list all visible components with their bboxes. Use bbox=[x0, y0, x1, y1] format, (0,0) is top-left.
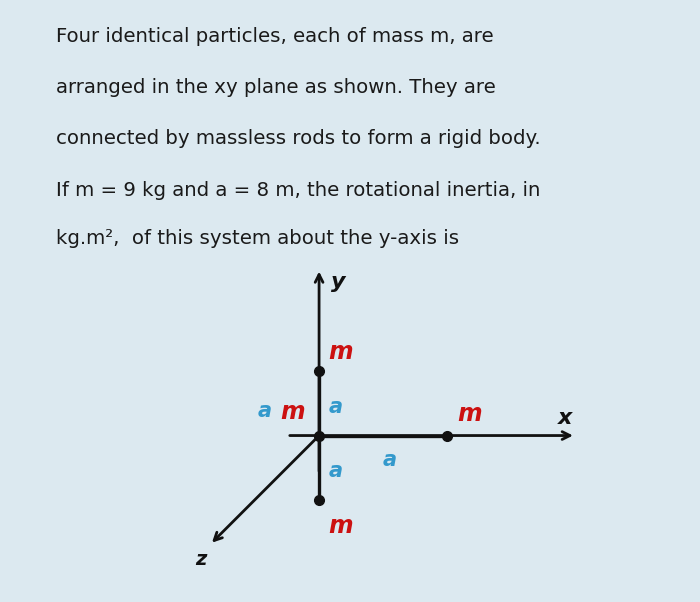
Text: x: x bbox=[558, 408, 573, 428]
Text: If m = 9 kg and a = 8 m, the rotational inertia, in: If m = 9 kg and a = 8 m, the rotational … bbox=[56, 181, 540, 200]
Text: m: m bbox=[329, 514, 354, 538]
Text: m: m bbox=[329, 340, 354, 364]
Text: kg.m²,  of this system about the y-axis is: kg.m², of this system about the y-axis i… bbox=[56, 229, 459, 248]
Text: a: a bbox=[329, 397, 343, 417]
Text: z: z bbox=[195, 550, 206, 569]
Text: a: a bbox=[329, 461, 343, 481]
Text: m: m bbox=[280, 400, 305, 424]
Text: arranged in the xy plane as shown. They are: arranged in the xy plane as shown. They … bbox=[56, 78, 496, 97]
Text: a: a bbox=[258, 402, 272, 421]
Text: m: m bbox=[457, 402, 482, 426]
Text: Four identical particles, each of mass m, are: Four identical particles, each of mass m… bbox=[56, 27, 494, 46]
Text: a: a bbox=[383, 450, 397, 470]
Text: connected by massless rods to form a rigid body.: connected by massless rods to form a rig… bbox=[56, 129, 540, 149]
Text: y: y bbox=[330, 272, 345, 292]
